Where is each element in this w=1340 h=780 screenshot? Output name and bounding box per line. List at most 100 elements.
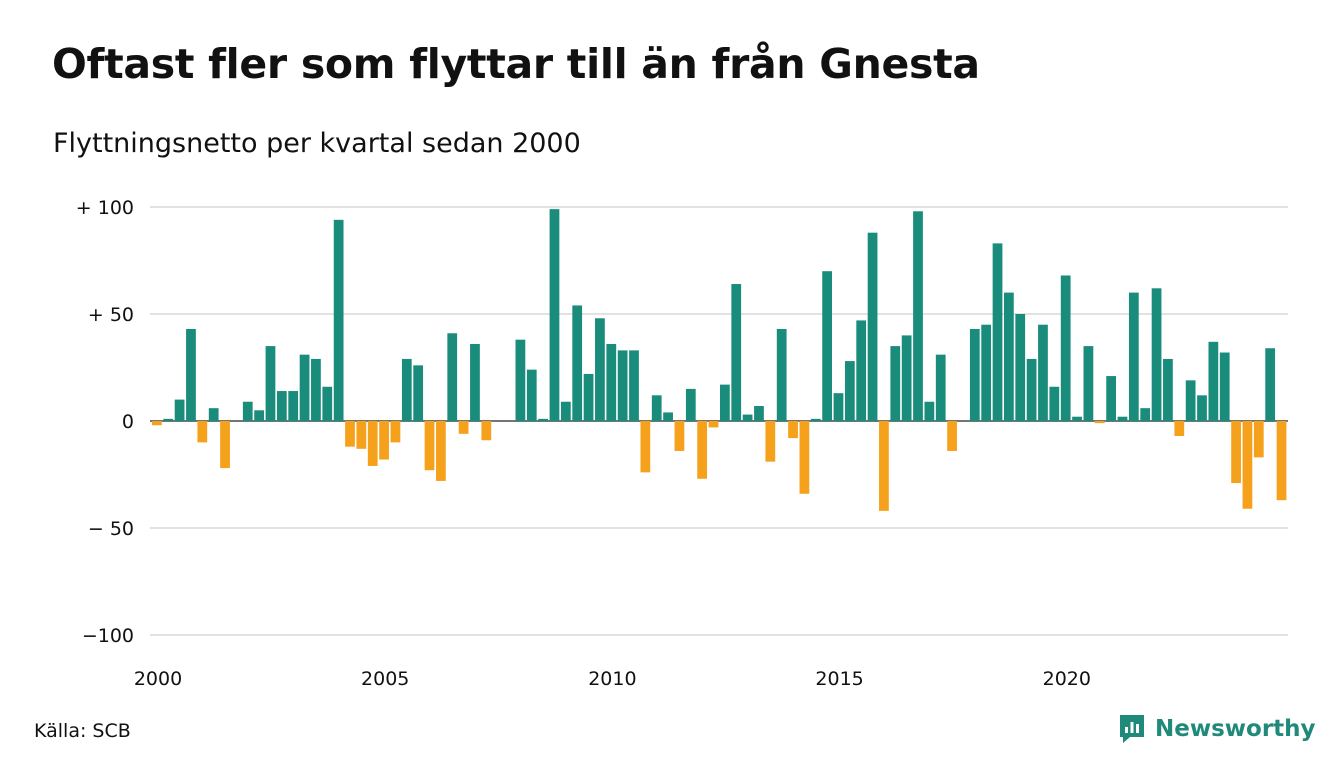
bar: [424, 421, 435, 471]
bar: [1038, 324, 1048, 421]
bar: [1265, 348, 1276, 421]
bar: [526, 369, 537, 421]
bar: [992, 243, 1003, 421]
bar: [674, 421, 685, 451]
y-axis-labels: + 100 + 50 0 − 50 −100: [76, 197, 134, 647]
bar: [981, 324, 992, 421]
bar: [1128, 292, 1139, 421]
bar: [595, 318, 605, 421]
brand-name: Newsworthy: [1155, 716, 1316, 742]
bar: [833, 393, 844, 421]
bar: [299, 354, 310, 421]
y-tick-label: + 50: [88, 304, 134, 326]
bar: [436, 421, 446, 481]
chart-subtitle: Flyttningsnetto per kvartal sedan 2000: [53, 128, 581, 159]
bar: [1151, 288, 1162, 421]
bar: [560, 401, 571, 421]
bar: [401, 358, 412, 421]
x-axis-labels: 2000 2005 2010 2015 2020: [134, 668, 1091, 690]
bar: [1015, 314, 1026, 421]
bar: [1094, 421, 1105, 424]
bar: [1140, 408, 1151, 421]
bar: [470, 343, 480, 421]
bar: [879, 421, 889, 511]
bar: [1060, 275, 1071, 421]
bar: [186, 328, 196, 421]
x-tick-label: 2010: [588, 668, 636, 690]
bar: [1072, 416, 1082, 421]
bar: [1276, 421, 1287, 501]
bar: [583, 373, 594, 421]
bar: [742, 414, 753, 421]
bar: [1004, 292, 1014, 421]
bar: [754, 406, 764, 421]
bar: [1163, 358, 1173, 421]
bar: [152, 421, 162, 426]
bar: [935, 354, 946, 421]
bar: [1049, 386, 1060, 421]
bar: [333, 219, 344, 421]
bar: [947, 421, 957, 451]
bar: [413, 365, 424, 421]
bar: [1197, 395, 1207, 421]
bar: [651, 395, 662, 421]
bar: [1242, 421, 1253, 509]
bar: [697, 421, 708, 479]
bar-chart: + 100 + 50 0 − 50 −100 2000 2005 2010 2015 2020: [76, 197, 1288, 690]
bar: [867, 232, 878, 421]
bar: [685, 388, 696, 421]
bars: [152, 209, 1287, 511]
bar: [549, 209, 560, 421]
bar: [708, 421, 719, 428]
bar: [197, 421, 208, 443]
bar: [1174, 421, 1185, 436]
bar: [788, 421, 798, 439]
y-tick-label: 0: [122, 411, 134, 433]
bar: [208, 408, 219, 421]
bar: [515, 339, 526, 421]
bar: [367, 421, 378, 466]
y-tick-label: − 50: [88, 518, 134, 540]
bar: [538, 418, 548, 421]
bar: [1083, 346, 1094, 421]
bar: [844, 361, 855, 421]
bar: [799, 421, 810, 494]
y-tick-label: −100: [82, 625, 134, 647]
bar: [379, 421, 389, 460]
bar: [1026, 358, 1037, 421]
bar: [356, 421, 367, 449]
bar: [572, 305, 583, 421]
x-tick-label: 2020: [1043, 668, 1091, 690]
bar: [322, 386, 333, 421]
bar: [447, 333, 458, 421]
bar: [242, 401, 253, 421]
bar: [913, 211, 923, 421]
bar: [901, 335, 912, 421]
bar: [1117, 416, 1128, 421]
x-tick-label: 2000: [134, 668, 182, 690]
bar: [390, 421, 401, 443]
bar: [163, 418, 174, 421]
bar: [924, 401, 935, 421]
bar: [276, 391, 287, 421]
bar: [288, 391, 299, 421]
bar: [765, 421, 776, 462]
bar: [969, 328, 980, 421]
newsworthy-logo-icon: [1120, 715, 1144, 743]
bar: [1231, 421, 1241, 484]
x-tick-label: 2005: [361, 668, 409, 690]
bar: [481, 421, 492, 441]
chart-title: Oftast fler som flyttar till än från Gne…: [52, 40, 980, 88]
bar: [311, 358, 321, 421]
bar: [606, 343, 617, 421]
bar: [663, 412, 673, 421]
bar: [174, 399, 185, 421]
bar: [458, 421, 469, 434]
bar: [731, 284, 742, 421]
bar: [254, 410, 264, 421]
bar: [265, 346, 276, 421]
bar: [617, 350, 628, 421]
bar: [856, 320, 867, 421]
bar: [720, 384, 730, 421]
bar: [629, 350, 639, 421]
